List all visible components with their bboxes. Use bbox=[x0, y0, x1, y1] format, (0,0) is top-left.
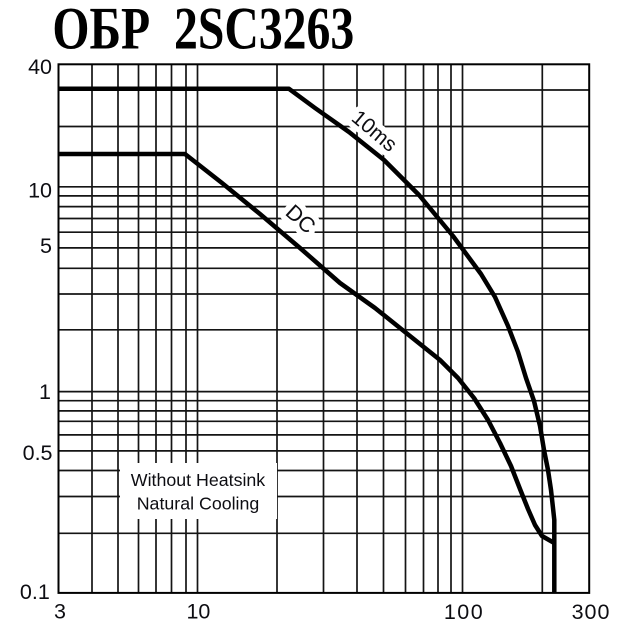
svg-text:Natural Cooling: Natural Cooling bbox=[137, 494, 260, 514]
svg-text:40: 40 bbox=[28, 55, 52, 79]
svg-text:0.1: 0.1 bbox=[20, 580, 50, 604]
svg-text:10: 10 bbox=[186, 599, 210, 623]
svg-text:0.5: 0.5 bbox=[23, 441, 53, 465]
svg-text:1: 1 bbox=[39, 380, 51, 404]
svg-text:5: 5 bbox=[40, 234, 52, 258]
svg-text:100: 100 bbox=[444, 600, 484, 624]
svg-text:Without Heatsink: Without Heatsink bbox=[131, 470, 266, 490]
svg-text:10: 10 bbox=[28, 178, 52, 202]
svg-text:3: 3 bbox=[54, 599, 66, 623]
svg-text:ОБР 2SC3263: ОБР 2SC3263 bbox=[52, 0, 354, 62]
svg-text:300: 300 bbox=[572, 600, 611, 624]
